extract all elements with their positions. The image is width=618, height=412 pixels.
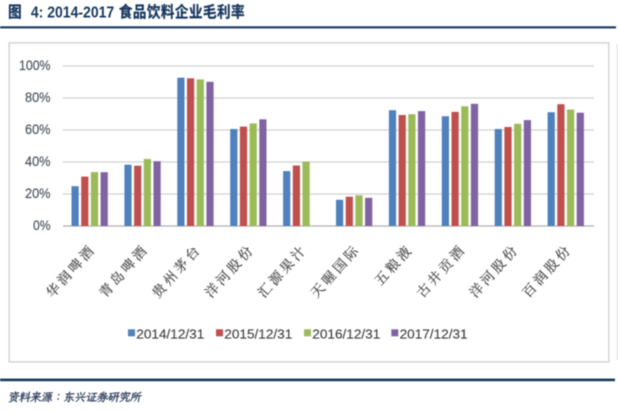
svg-text:80%: 80% <box>25 89 51 105</box>
svg-text:40%: 40% <box>25 153 51 169</box>
svg-text:0%: 0% <box>33 217 51 233</box>
svg-text:4: 2014-2017: 4: 2014-2017 <box>31 5 114 22</box>
svg-text:2016/12/31: 2016/12/31 <box>312 326 380 341</box>
svg-text:60%: 60% <box>25 121 51 137</box>
svg-text:2014/12/31: 2014/12/31 <box>136 326 204 341</box>
svg-text:100%: 100% <box>19 57 51 73</box>
svg-text:20%: 20% <box>25 185 51 201</box>
svg-text:2017/12/31: 2017/12/31 <box>400 326 468 341</box>
svg-text:2015/12/31: 2015/12/31 <box>224 326 292 341</box>
